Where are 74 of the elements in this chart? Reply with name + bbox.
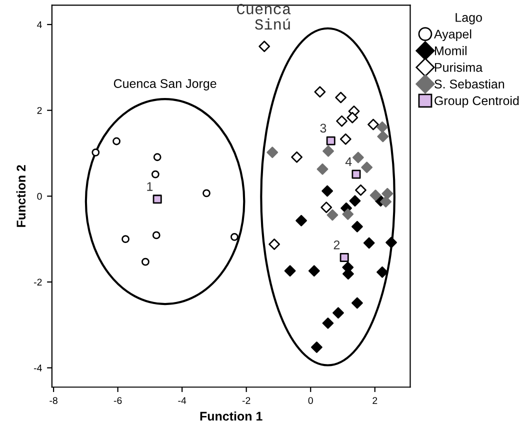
point [322, 145, 334, 157]
point [332, 307, 344, 319]
x-axis-title: Function 1 [200, 411, 262, 421]
legend-title: Lago [456, 13, 482, 24]
legend-label: S. Sebastian [434, 79, 504, 88]
y-axis-title: Function 2 [16, 165, 26, 227]
point [340, 253, 349, 262]
point [326, 209, 338, 221]
point [361, 162, 373, 174]
x-tick-label: -6 [114, 397, 122, 404]
point [230, 232, 238, 241]
annotation: 1 [147, 182, 153, 191]
point [284, 265, 296, 277]
point [352, 170, 361, 179]
point [266, 146, 278, 158]
point [152, 231, 160, 240]
legend-label: Ayapel [434, 29, 472, 42]
point [92, 148, 100, 156]
point [326, 136, 336, 146]
point [320, 202, 332, 214]
annotation: Cuenca Sinú [236, 4, 291, 30]
point [349, 195, 361, 207]
point [141, 258, 150, 266]
x-tick-label: -2 [242, 397, 250, 404]
y-tick-label: -4 [34, 364, 42, 372]
point [152, 194, 162, 204]
point [112, 137, 120, 146]
point [151, 170, 160, 178]
point [153, 153, 162, 162]
point [380, 196, 392, 208]
point [368, 118, 379, 130]
point [296, 214, 307, 226]
point [363, 237, 375, 249]
point [352, 297, 363, 309]
annotation: 3 [320, 124, 326, 133]
annotation: 4 [345, 157, 352, 166]
point [355, 184, 366, 196]
point [268, 238, 280, 250]
point [258, 40, 270, 52]
annotation: 2 [334, 240, 340, 250]
point [122, 235, 130, 244]
x-tick-label: 0 [308, 397, 313, 404]
y-tick-label: 4 [37, 21, 42, 28]
legend-label: Group Centroid [434, 96, 519, 108]
point [377, 130, 389, 142]
point [336, 115, 348, 127]
point [314, 86, 326, 98]
y-tick-label: 0 [37, 192, 42, 200]
y-tick-label: 2 [37, 107, 42, 114]
point [342, 208, 354, 220]
legend-label: Purisima [434, 62, 483, 72]
point [376, 121, 388, 133]
point [382, 188, 394, 200]
x-tick-label: -8 [50, 397, 58, 404]
point [291, 151, 302, 163]
point [352, 152, 364, 164]
point [352, 220, 363, 232]
point [202, 189, 210, 198]
point [346, 112, 358, 124]
point [335, 92, 347, 104]
point [340, 133, 352, 145]
point [322, 317, 334, 329]
legend-label: Momil [434, 46, 466, 56]
point [316, 163, 328, 175]
y-tick-label: -2 [34, 278, 42, 286]
point [376, 266, 388, 278]
annotation: Cuenca San Jorge [114, 79, 216, 90]
x-tick-label: -4 [178, 397, 186, 404]
point [311, 342, 322, 353]
point [386, 236, 397, 248]
point [370, 190, 382, 202]
x-tick-label: 2 [372, 397, 378, 404]
point [322, 185, 334, 197]
point [308, 265, 320, 277]
